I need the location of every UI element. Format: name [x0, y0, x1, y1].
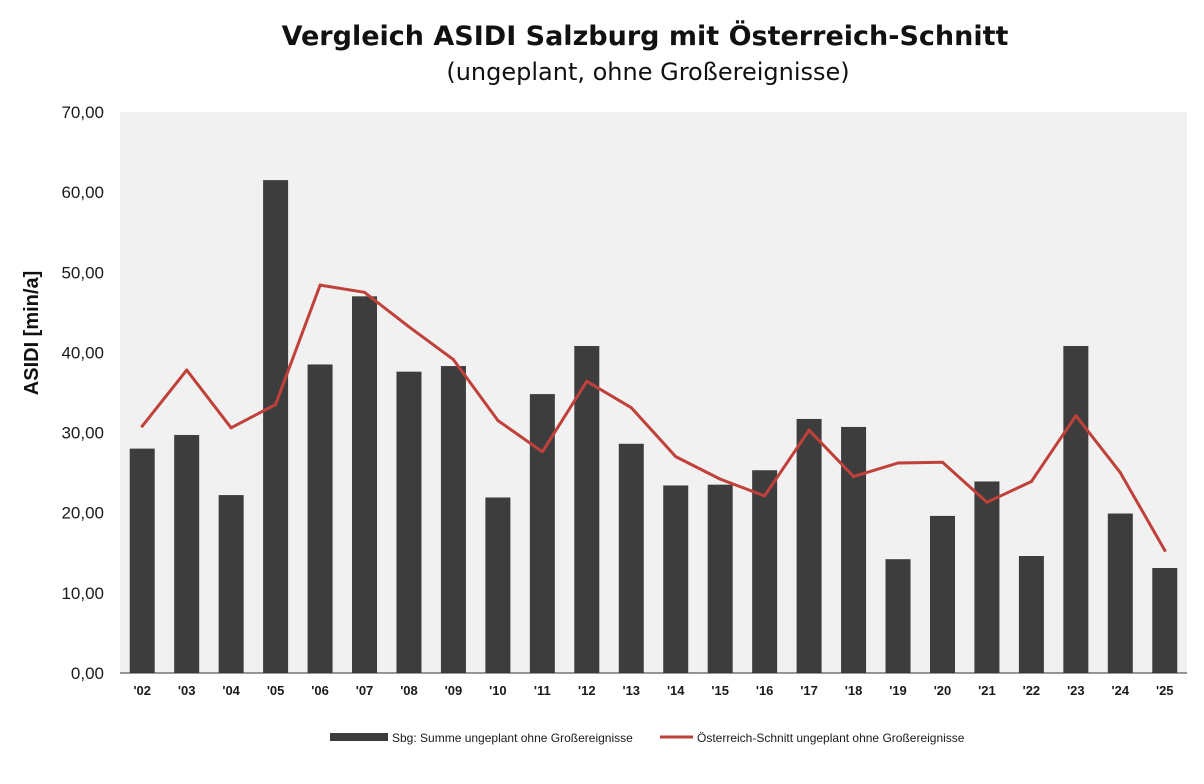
bar-17: [796, 418, 822, 673]
line-point: [585, 379, 589, 383]
bar-22: [1018, 555, 1044, 673]
x-tick-label: '04: [222, 683, 240, 698]
bar-07: [352, 296, 378, 673]
line-point: [185, 368, 189, 372]
y-tick-label: 40,00: [61, 343, 104, 362]
line-point: [807, 428, 811, 432]
y-axis-label: ASIDI [min/a]: [21, 271, 43, 395]
line-point: [1118, 471, 1122, 475]
line-point: [1163, 548, 1167, 552]
line-point: [451, 358, 455, 362]
legend-label-bars: Sbg: Summe ungeplant ohne Großereignisse: [392, 731, 633, 745]
x-tick-label: '05: [267, 683, 285, 698]
chart-subtitle: (ungeplant, ohne Großereignisse): [446, 58, 849, 86]
bar-02: [129, 448, 155, 673]
x-tick-label: '23: [1067, 683, 1085, 698]
bar-10: [485, 497, 511, 673]
x-tick-label: '11: [534, 683, 551, 698]
line-point: [363, 290, 367, 294]
line-point: [763, 494, 767, 498]
legend-swatch-bars: [330, 733, 388, 741]
x-tick-label: '03: [178, 683, 196, 698]
line-point: [1029, 479, 1033, 483]
plot-area: [120, 112, 1187, 673]
x-tick-label: '16: [756, 683, 774, 698]
x-tick-label: '06: [311, 683, 329, 698]
x-tick-label: '18: [845, 683, 863, 698]
line-point: [407, 325, 411, 329]
x-tick-label: '10: [489, 683, 507, 698]
bar-15: [707, 484, 733, 673]
line-point: [674, 455, 678, 459]
bar-03: [174, 434, 200, 673]
line-point: [229, 426, 233, 430]
bar-13: [618, 443, 644, 673]
bar-20: [929, 515, 955, 673]
bar-18: [841, 426, 867, 673]
y-tick-label: 50,00: [61, 263, 104, 282]
x-tick-label: '25: [1156, 683, 1174, 698]
x-tick-label: '20: [934, 683, 952, 698]
x-tick-label: '09: [445, 683, 463, 698]
bar-21: [974, 481, 1000, 673]
line-point: [318, 283, 322, 287]
line-point: [985, 500, 989, 504]
x-tick-label: '14: [667, 683, 685, 698]
bar-09: [440, 366, 466, 673]
x-tick-label: '24: [1112, 683, 1130, 698]
y-tick-label: 0,00: [71, 664, 104, 683]
line-point: [274, 403, 278, 407]
bar-23: [1063, 346, 1089, 673]
line-point: [1074, 414, 1078, 418]
x-tick-label: '13: [622, 683, 640, 698]
x-tick-label: '19: [889, 683, 907, 698]
bar-12: [574, 346, 600, 673]
line-point: [940, 460, 944, 464]
legend: Sbg: Summe ungeplant ohne Großereignisse…: [330, 731, 965, 745]
bar-25: [1152, 568, 1178, 673]
y-tick-label: 60,00: [61, 183, 104, 202]
bar-16: [752, 470, 778, 673]
y-tick-label: 20,00: [61, 504, 104, 523]
line-point: [718, 477, 722, 481]
line-series-oesterreich: [140, 283, 1167, 552]
x-tick-label: '07: [356, 683, 374, 698]
bar-19: [885, 559, 911, 673]
line-point: [629, 406, 633, 410]
x-tick-label: '22: [1023, 683, 1041, 698]
x-tick-label: '02: [133, 683, 151, 698]
y-tick-label: 10,00: [61, 584, 104, 603]
line-point: [496, 419, 500, 423]
bar-24: [1107, 513, 1133, 673]
x-tick-label: '08: [400, 683, 418, 698]
line-point: [540, 450, 544, 454]
y-tick-label: 30,00: [61, 424, 104, 443]
bar-08: [396, 371, 422, 673]
x-tick-label: '12: [578, 683, 596, 698]
line-point: [852, 475, 856, 479]
bar-04: [218, 495, 244, 673]
bar-14: [663, 485, 689, 673]
x-tick-label: '17: [800, 683, 818, 698]
bar-06: [307, 364, 333, 673]
line-point: [896, 461, 900, 465]
y-tick-label: 70,00: [61, 103, 104, 122]
x-tick-label: '21: [978, 683, 996, 698]
bar-05: [263, 180, 289, 673]
x-tick-label: '15: [711, 683, 729, 698]
legend-label-line: Österreich-Schnitt ungeplant ohne Großer…: [697, 731, 965, 745]
chart-title: Vergleich ASIDI Salzburg mit Österreich-…: [282, 19, 1009, 52]
line-point: [140, 424, 144, 428]
